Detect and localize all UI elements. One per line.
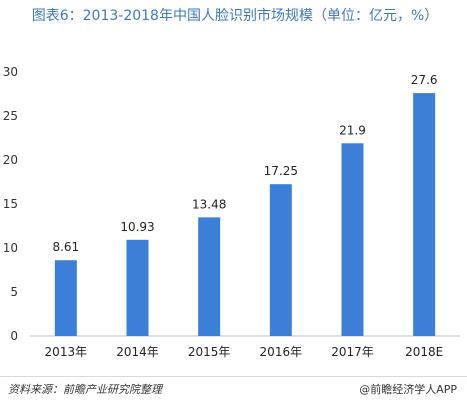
y-tick-label: 10 (3, 241, 18, 255)
data-label: 27.6 (411, 73, 438, 87)
x-tick-label: 2014年 (116, 345, 159, 359)
bar (198, 217, 221, 336)
y-tick-label: 15 (3, 197, 18, 211)
y-tick-label: 25 (3, 109, 18, 123)
bar (269, 184, 292, 336)
bar (54, 260, 77, 336)
bar (126, 239, 149, 336)
x-tick-label: 2016年 (260, 345, 303, 359)
footer-divider (0, 376, 467, 377)
y-tick-label: 20 (3, 153, 18, 167)
bar (413, 93, 436, 337)
x-tick-label: 2017年 (331, 345, 374, 359)
bar (341, 143, 364, 336)
data-label: 8.61 (52, 240, 79, 254)
y-tick-label: 5 (10, 285, 18, 299)
y-tick-label: 30 (3, 65, 18, 79)
data-label: 13.48 (192, 197, 226, 211)
chart-title: 图表6：2013-2018年中国人脸识别市场规模（单位：亿元，%） (31, 8, 439, 24)
data-label: 21.9 (339, 123, 366, 137)
data-label: 17.25 (264, 164, 298, 178)
x-tick-label: 2013年 (45, 345, 88, 359)
source-note: 资料来源：前瞻产业研究院整理 (8, 383, 162, 396)
x-tick-label: 2018E (405, 345, 443, 359)
data-label: 10.93 (120, 220, 154, 234)
brand-credit: @前瞻经济学人APP (359, 383, 457, 396)
x-tick-label: 2015年 (188, 345, 231, 359)
y-tick-label: 0 (10, 329, 18, 343)
bar-chart: 0 5 10 15 20 25 30 8.61 2013年 10.93 2014年 13.48 2015… (3, 65, 460, 359)
